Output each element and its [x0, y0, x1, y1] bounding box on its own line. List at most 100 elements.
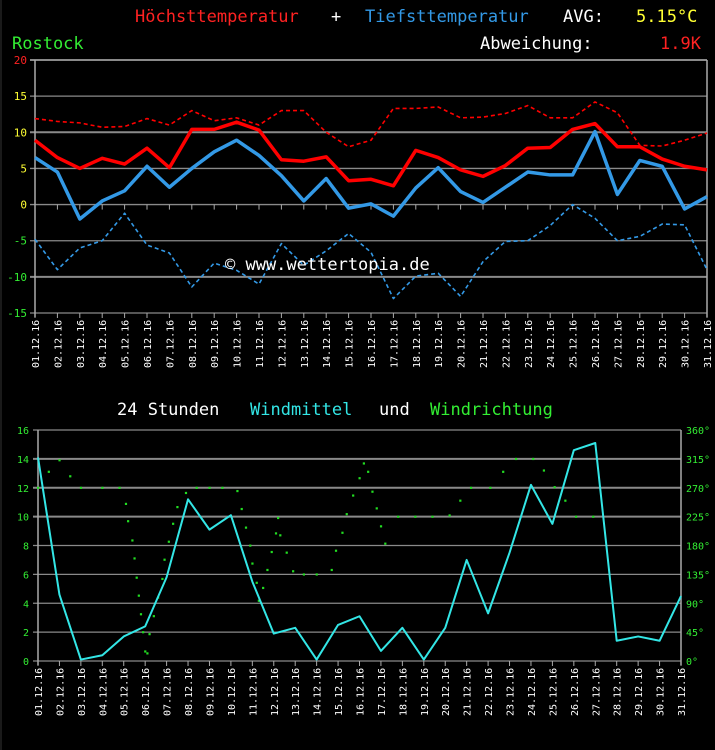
- y2-tick-label: 360°: [686, 426, 710, 437]
- y-tick-label: 5: [20, 162, 27, 175]
- wind-direction-point: [279, 534, 282, 537]
- wind-direction-point: [127, 520, 130, 523]
- wind-direction-point: [236, 489, 239, 493]
- x-tick-label: 06.12.16: [141, 668, 152, 716]
- wind-direction-point: [274, 532, 278, 535]
- y-tick-label: 4: [23, 599, 29, 610]
- wind-direction-point: [414, 515, 417, 518]
- x-tick-label: 20.12.16: [441, 668, 452, 716]
- wind-direction-point: [431, 515, 434, 518]
- x-tick-label: 31.12.16: [677, 668, 688, 716]
- title-max: Höchsttemperatur: [135, 7, 299, 27]
- y-tick-label: 14: [17, 455, 29, 466]
- wind-direction-point: [489, 486, 492, 489]
- wind-direction-point: [592, 515, 595, 518]
- x-tick-label: 08.12.16: [184, 668, 195, 716]
- x-tick-label: 18.12.16: [398, 668, 409, 716]
- wind-direction-point: [148, 633, 151, 636]
- y-tick-label: 16: [17, 426, 29, 437]
- x-tick-label: 07.12.16: [163, 668, 174, 716]
- x-tick-label: 30.12.16: [681, 320, 692, 368]
- x-tick-label: 14.12.16: [313, 668, 324, 716]
- wind-direction-point: [257, 599, 260, 602]
- avg-label: AVG:: [563, 7, 604, 27]
- x-tick-label: 18.12.16: [412, 320, 423, 368]
- x-tick-label: 28.12.16: [613, 668, 624, 716]
- x-tick-label: 15.12.16: [334, 668, 345, 716]
- wind-direction-point: [69, 475, 72, 478]
- wind-direction-point: [514, 457, 518, 461]
- x-tick-label: 01.12.16: [31, 320, 42, 368]
- y-tick-label: 0: [20, 199, 27, 212]
- wind-title-speed: Windmittel: [250, 400, 353, 420]
- wind-direction-point: [167, 540, 170, 543]
- x-tick-label: 23.12.16: [506, 668, 517, 716]
- x-tick-label: 09.12.16: [205, 668, 216, 716]
- x-tick-label: 26.12.16: [570, 668, 581, 716]
- wind-direction-point: [142, 631, 145, 634]
- wind-direction-point: [371, 490, 374, 493]
- x-tick-label: 26.12.16: [591, 320, 602, 368]
- wind-direction-point: [146, 652, 149, 655]
- x-tick-label: 23.12.16: [524, 320, 535, 368]
- wind-speed-line: [37, 441, 682, 661]
- wind-direction-point: [397, 515, 400, 518]
- x-tick-label: 11.12.16: [248, 668, 259, 716]
- x-tick-label: 17.12.16: [377, 668, 388, 716]
- x-tick-label: 29.12.16: [658, 320, 669, 368]
- wind-direction-point: [131, 539, 134, 542]
- y2-tick-label: 90°: [686, 599, 704, 610]
- x-tick-label: 31.12.16: [703, 320, 714, 368]
- wind-title-prefix: 24 Stunden: [117, 400, 220, 420]
- x-tick-label: 13.12.16: [300, 320, 311, 368]
- y-tick-label: 2: [23, 628, 29, 639]
- wind-direction-point: [448, 514, 451, 517]
- x-tick-label: 13.12.16: [291, 668, 302, 716]
- wind-direction-point: [285, 551, 288, 554]
- y-tick-label: 10: [17, 513, 29, 524]
- wind-direction-point: [79, 486, 83, 489]
- x-tick-label: 27.12.16: [591, 668, 602, 716]
- x-tick-label: 03.12.16: [77, 668, 88, 716]
- y-tick-label: 15: [14, 90, 27, 103]
- x-tick-label: 06.12.16: [143, 320, 154, 368]
- wind-direction-point: [262, 586, 265, 590]
- x-tick-label: 16.12.16: [367, 320, 378, 368]
- y-tick-label: 6: [23, 570, 29, 581]
- wind-direction-point: [334, 549, 338, 552]
- y-tick-label: 8: [23, 542, 29, 553]
- x-tick-label: 28.12.16: [636, 320, 647, 368]
- wind-direction-point: [375, 507, 378, 510]
- wind-direction-point: [172, 522, 175, 525]
- x-tick-label: 11.12.16: [255, 320, 266, 368]
- x-tick-label: 03.12.16: [76, 320, 87, 368]
- deviation-value: 1.9K: [660, 34, 701, 54]
- wind-title-und: und: [379, 400, 410, 420]
- x-tick-label: 19.12.16: [434, 320, 445, 368]
- x-tick-label: 16.12.16: [356, 668, 367, 716]
- wind-direction-point: [330, 568, 333, 572]
- y2-tick-label: 270°: [686, 484, 710, 495]
- x-tick-label: 30.12.16: [656, 668, 667, 716]
- wind-direction-point: [118, 486, 121, 489]
- x-tick-label: 04.12.16: [98, 668, 109, 716]
- wind-direction-point: [459, 499, 462, 502]
- y-tick-label: 12: [17, 484, 29, 495]
- left-border: [0, 0, 2, 750]
- wind-direction-point: [292, 570, 295, 573]
- y-tick-label: -5: [14, 235, 27, 248]
- x-tick-label: 24.12.16: [527, 668, 538, 716]
- x-tick-label: 09.12.16: [210, 320, 221, 368]
- wind-direction-point: [277, 516, 280, 520]
- wind-direction-point: [176, 506, 179, 509]
- y2-tick-label: 0°: [686, 657, 698, 668]
- wind-direction-point: [101, 486, 104, 489]
- y2-tick-label: 315°: [686, 455, 710, 466]
- series-line: [34, 129, 708, 221]
- wind-direction-point: [144, 650, 147, 653]
- wind-direction-point: [58, 459, 61, 462]
- wind-direction-point: [469, 486, 473, 489]
- series-line: [34, 101, 708, 148]
- x-tick-label: 04.12.16: [98, 320, 109, 368]
